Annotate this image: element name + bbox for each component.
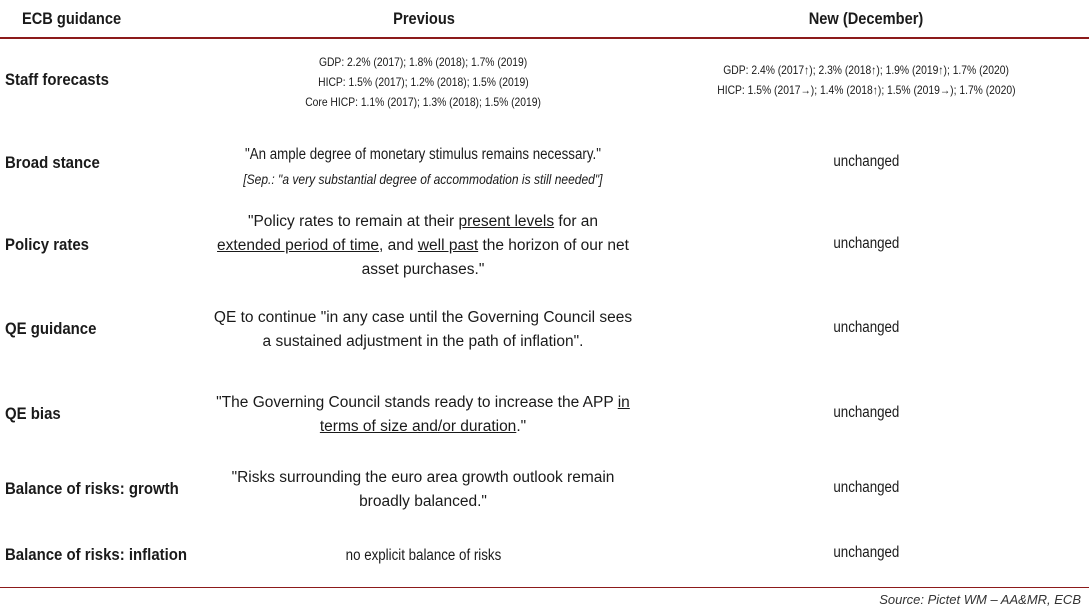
previous-cell: "The Governing Council stands ready to i…: [200, 391, 646, 439]
new-cell: unchanged: [645, 544, 1087, 562]
new-value: unchanged: [833, 319, 899, 336]
previous-quote: "An ample degree of monetary stimulus re…: [245, 146, 601, 163]
new-value: unchanged: [833, 404, 899, 421]
new-value: unchanged: [833, 479, 899, 496]
new-cell: unchanged: [645, 153, 1087, 171]
row-label: Balance of risks: growth: [5, 479, 179, 498]
previous-cell: no explicit balance of risks: [200, 544, 646, 568]
row-label: QE guidance: [5, 319, 97, 338]
row-label: Policy rates: [5, 235, 89, 254]
previous-cell: "An ample degree of monetary stimulus re…: [200, 143, 646, 192]
quote-emphasis: extended period of time: [217, 237, 380, 254]
row-label: Staff forecasts: [5, 70, 109, 89]
forecast-line: Core HICP: 1.1% (2017); 1.3% (2018); 1.5…: [305, 95, 541, 109]
row-label: Balance of risks: inflation: [5, 545, 188, 564]
row-label: QE bias: [5, 404, 61, 423]
new-cell: GDP: 2.4% (2017↑); 2.3% (2018↑); 1.9% (2…: [645, 60, 1087, 100]
quote-emphasis: present levels: [458, 213, 555, 230]
forecast-line: GDP: 2.2% (2017); 1.8% (2018); 1.7% (201…: [318, 55, 528, 69]
quote-text: for an: [554, 213, 599, 230]
row-label: Broad stance: [5, 153, 100, 172]
previous-cell: GDP: 2.2% (2017); 1.8% (2018); 1.7% (201…: [200, 52, 646, 112]
quote-emphasis: in terms of size and/or duration: [319, 394, 630, 435]
quote-text: "Policy rates to remain at their: [247, 213, 459, 230]
previous-quote: "The Governing Council stands ready to i…: [216, 394, 630, 435]
previous-note: [Sep.: "a very substantial degree of acc…: [243, 171, 603, 187]
header-col-previous: Previous: [393, 9, 455, 28]
new-value: unchanged: [833, 235, 899, 252]
new-value: unchanged: [833, 544, 899, 561]
new-cell: unchanged: [645, 404, 1087, 422]
quote-text: the horizon of our net asset purchases.": [361, 237, 629, 278]
new-cell: unchanged: [645, 479, 1087, 497]
previous-quote: QE to continue "in any case until the Go…: [213, 309, 633, 350]
table-header: ECB guidance Previous New (December): [0, 0, 1089, 38]
header-divider: [0, 37, 1089, 39]
forecast-line: HICP: 1.5% (2017→); 1.4% (2018↑); 1.5% (…: [716, 83, 1016, 97]
header-col-guidance: ECB guidance: [22, 9, 122, 28]
previous-quote: no explicit balance of risks: [345, 547, 501, 564]
previous-cell: "Risks surrounding the euro area growth …: [210, 466, 636, 514]
previous-quote: "Risks surrounding the euro area growth …: [231, 469, 615, 510]
new-cell: unchanged: [645, 235, 1087, 253]
previous-quote: "Policy rates to remain at their present…: [217, 213, 629, 278]
forecast-line: GDP: 2.4% (2017↑); 2.3% (2018↑); 1.9% (2…: [723, 63, 1009, 77]
quote-emphasis: well past: [417, 237, 479, 254]
header-col-new: New (December): [808, 9, 924, 28]
previous-cell: QE to continue "in any case until the Go…: [210, 306, 636, 354]
quote-text: "The Governing Council stands ready to i…: [216, 394, 618, 411]
quote-text: .": [516, 418, 527, 435]
footer-divider: [0, 587, 1089, 588]
quote-text: , and: [379, 237, 418, 254]
source-note: Source: Pictet WM – AA&MR, ECB: [879, 592, 1081, 607]
forecast-line: HICP: 1.5% (2017); 1.2% (2018); 1.5% (20…: [317, 75, 529, 89]
previous-cell: "Policy rates to remain at their present…: [215, 210, 631, 282]
new-value: unchanged: [833, 153, 899, 170]
new-cell: unchanged: [645, 319, 1087, 337]
